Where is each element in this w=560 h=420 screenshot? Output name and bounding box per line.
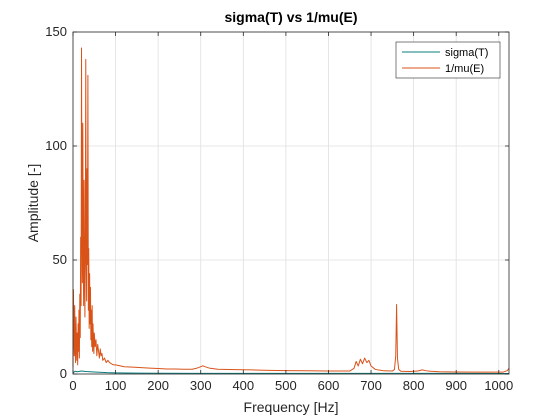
legend: sigma(T) 1/mu(E) [395,41,501,79]
x-tick-label: 300 [190,378,212,393]
x-tick-label: 700 [360,378,382,393]
x-tick-label: 200 [147,378,169,393]
y-tick-label: 50 [53,252,67,267]
x-tick-label: 900 [445,378,467,393]
y-tick-label: 150 [45,24,67,39]
legend-entry-sigma: sigma(T) [445,47,488,59]
x-tick-label: 100 [105,378,127,393]
series-line-inv-mu [72,47,510,373]
y-tick-label: 0 [60,366,67,381]
y-axis-label: Amplitude [-] [25,164,41,243]
x-tick-label: 0 [69,378,76,393]
x-tick-label: 600 [318,378,340,393]
series-line-sigma [72,370,509,375]
legend-box [395,41,501,79]
legend-entry-inv-mu: 1/mu(E) [445,63,484,75]
ticks: 0 100 200 300 400 500 600 700 800 900 1000 0 50 100 15… [45,24,513,393]
x-tick-label: 800 [403,378,425,393]
x-tick-label: 1000 [484,378,513,393]
plot-frame [72,31,510,375]
chart-title: sigma(T) vs 1/mu(E) [224,9,357,25]
x-tick-label: 500 [275,378,297,393]
plot-background [73,32,509,374]
x-tick-label: 400 [232,378,254,393]
series-layer [72,47,510,375]
x-axis-label: Frequency [Hz] [244,399,339,415]
y-tick-label: 100 [45,138,67,153]
